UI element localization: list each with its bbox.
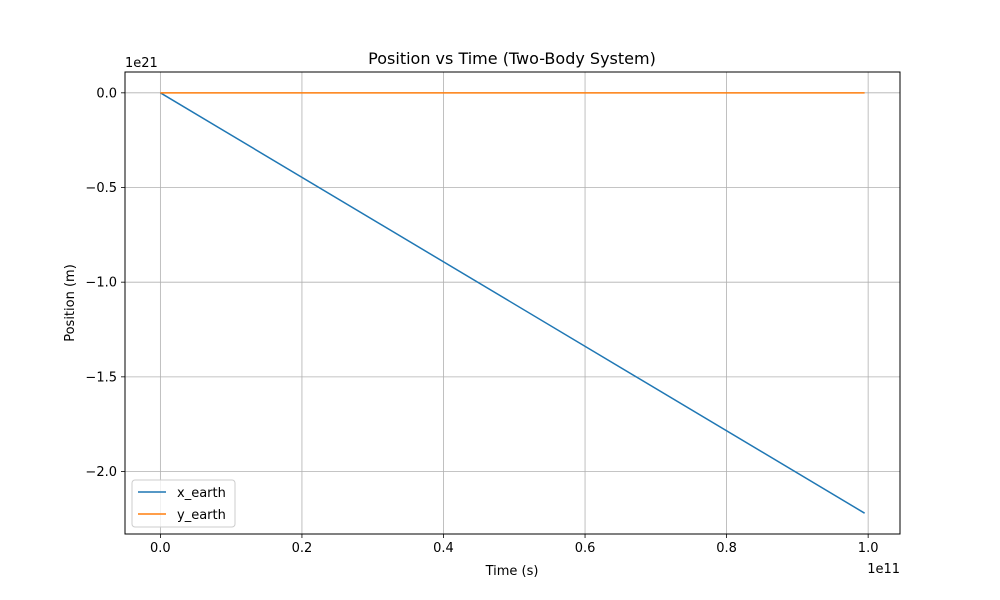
x-offset-text: 1e11: [867, 562, 900, 577]
axis-ticks: 0.0 0.2 0.4 0.6 0.8 1.0 0.0 −0.5 −1.0 −1.5 −2.0: [85, 86, 878, 556]
legend-label-x-earth: x_earth: [177, 486, 226, 501]
y-tick-label: −1.5: [85, 370, 117, 385]
x-tick-label: 0.2: [292, 541, 313, 556]
plot-frame: [124, 71, 901, 535]
x-tick-label: 0.0: [150, 541, 171, 556]
series-line-x-earth: [160, 92, 865, 514]
x-tick-label: 0.4: [433, 541, 454, 556]
chart-title: Position vs Time (Two-Body System): [368, 49, 656, 68]
y-offset-text: 1e21: [125, 56, 158, 71]
legend-label-y-earth: y_earth: [177, 508, 226, 523]
y-tick-label: −0.5: [85, 181, 117, 196]
plot-lines: [160, 92, 865, 514]
x-tick-label: 0.8: [716, 541, 737, 556]
x-tick-label: 1.0: [858, 541, 879, 556]
y-tick-label: 0.0: [96, 86, 117, 101]
y-axis-label: Position (m): [63, 264, 78, 342]
y-tick-label: −2.0: [85, 465, 117, 480]
x-tick-label: 0.6: [575, 541, 596, 556]
x-axis-label: Time (s): [485, 564, 539, 579]
legend: x_earth y_earth: [131, 479, 236, 528]
y-tick-label: −1.0: [85, 276, 117, 291]
